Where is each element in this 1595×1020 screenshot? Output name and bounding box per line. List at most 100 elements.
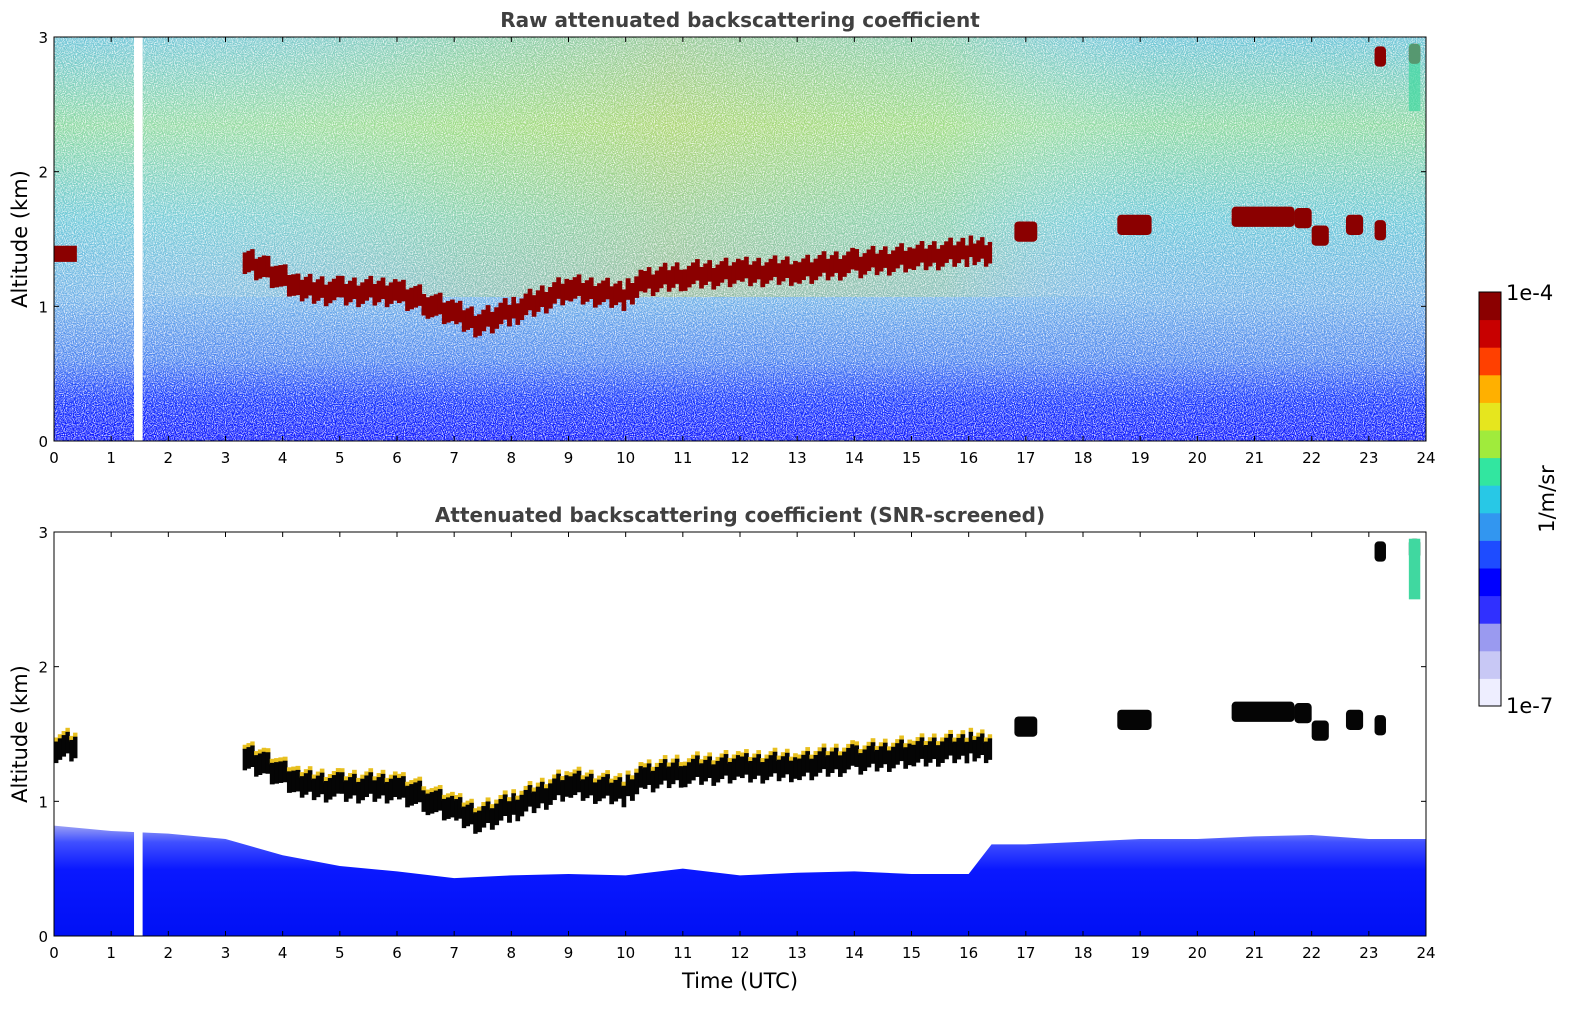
cloud-edge-segment	[527, 781, 533, 787]
cloud-edge-segment	[523, 785, 529, 792]
cloud-layer-segment	[915, 244, 921, 267]
cloud-layer-segment	[343, 780, 349, 802]
cloud-layer-segment	[674, 262, 680, 284]
cloud-patch	[1014, 221, 1038, 242]
cloud-layer-segment	[274, 265, 279, 288]
cloud-layer-segment	[654, 270, 660, 293]
cloud-edge-segment	[560, 776, 566, 782]
colorbar-max-label: 1e-4	[1506, 281, 1553, 305]
cloud-edge-segment	[715, 756, 721, 763]
x-tick-label: 10	[616, 449, 635, 467]
cloud-edge-segment	[617, 773, 623, 779]
cloud-layer-segment	[980, 237, 985, 259]
cloud-layer-segment	[319, 276, 325, 298]
colorbar-step	[1479, 568, 1501, 597]
cloud-edge-segment	[331, 771, 337, 777]
cloud-layer-segment	[348, 280, 353, 303]
cloud-layer-segment	[691, 262, 696, 285]
cloud-layer-segment	[621, 785, 627, 808]
cloud-layer-segment	[862, 253, 868, 275]
cloud-edge-segment	[866, 741, 872, 748]
cloud-edge-segment	[552, 774, 557, 780]
x-tick-label: 10	[616, 944, 635, 962]
cloud-edge-segment	[907, 739, 913, 745]
cloud-layer-segment	[748, 760, 753, 783]
cloud-layer-segment	[548, 287, 553, 309]
cloud-layer-segment	[485, 305, 491, 327]
cloud-edge-segment	[605, 770, 610, 776]
cloud-layer-segment	[469, 802, 474, 825]
cloud-layer-segment	[731, 758, 737, 781]
cloud-edge-segment	[825, 751, 831, 757]
cloud-layer-segment	[343, 283, 349, 306]
x-tick-label: 18	[1073, 449, 1092, 467]
cloud-layer-segment	[523, 293, 529, 316]
x-axis-label: Time (UTC)	[681, 969, 798, 993]
cloud-layer-segment	[987, 738, 993, 760]
cloud-layer-segment	[519, 794, 525, 817]
cloud-layer-segment	[789, 264, 794, 286]
colorbar-step	[1479, 347, 1501, 376]
cloud-layer-segment	[960, 237, 966, 260]
cloud-layer-segment	[544, 788, 549, 810]
cirrus-column	[1408, 538, 1421, 600]
cloud-layer-segment	[515, 303, 521, 325]
y-tick-label: 0	[38, 433, 48, 451]
cloud-layer-segment	[494, 307, 500, 329]
cloud-edge-segment	[311, 774, 317, 780]
cloud-edge-segment	[327, 773, 333, 780]
cloud-edge-segment	[952, 737, 958, 743]
cloud-layer-segment	[250, 249, 255, 271]
cloud-layer-segment	[629, 282, 635, 305]
x-tick-label: 21	[1245, 944, 1264, 962]
cloud-edge-segment	[397, 773, 402, 780]
cloud-edge-segment	[572, 769, 578, 775]
cloud-layer-segment	[719, 261, 725, 283]
cloud-edge-segment	[638, 762, 644, 768]
cloud-layer-segment	[923, 248, 929, 271]
cloud-edge-segment	[61, 731, 67, 737]
cloud-layer-segment	[380, 277, 386, 300]
cloud-layer-segment	[323, 284, 329, 307]
cloud-layer-segment	[940, 741, 945, 763]
cloud-layer-segment	[397, 281, 402, 304]
cloud-layer-segment	[768, 258, 774, 281]
cloud-layer-segment	[727, 265, 733, 288]
cloud-layer-segment	[572, 773, 578, 796]
cloud-layer-segment	[629, 779, 635, 801]
cloud-layer-segment	[703, 263, 708, 286]
cloud-layer-segment	[57, 738, 63, 760]
cloud-layer-segment	[548, 783, 553, 805]
cloud-layer-segment	[748, 264, 753, 287]
cloud-patch	[1374, 220, 1386, 241]
cloud-layer-segment	[242, 252, 248, 274]
cloud-edge-segment	[797, 754, 802, 760]
cloud-layer-segment	[250, 745, 255, 768]
colorbar: 1e-4 1e-7 1/m/sr	[1478, 281, 1559, 718]
cloud-layer-segment	[617, 280, 623, 303]
cloud-layer-segment	[768, 755, 774, 777]
cloud-layer-segment	[772, 255, 778, 277]
cloud-edge-segment	[405, 781, 410, 788]
cloud-layer-segment	[760, 265, 766, 288]
cloud-layer-segment	[646, 267, 652, 289]
colorbar-step	[1479, 540, 1501, 569]
cloud-layer-segment	[274, 762, 279, 784]
cloud-layer-segment	[421, 293, 427, 316]
cloud-layer-segment	[903, 250, 909, 273]
x-tick-label: 17	[1016, 944, 1035, 962]
cloud-layer-segment	[764, 758, 770, 781]
cloud-layer-segment	[315, 279, 321, 301]
cloud-edge-segment	[686, 758, 692, 764]
cloud-layer-segment	[539, 285, 545, 307]
cloud-layer-segment	[597, 779, 602, 802]
cloud-layer-segment	[469, 306, 474, 329]
cloud-edge-segment	[772, 747, 778, 754]
cloud-layer-segment	[429, 295, 435, 318]
cloud-layer-segment	[723, 257, 729, 280]
cloud-patch	[1294, 208, 1312, 229]
cloud-edge-segment	[57, 734, 63, 740]
cloud-layer-segment	[315, 775, 321, 798]
x-tick-label: 5	[335, 944, 345, 962]
cloud-layer-segment	[903, 747, 909, 769]
